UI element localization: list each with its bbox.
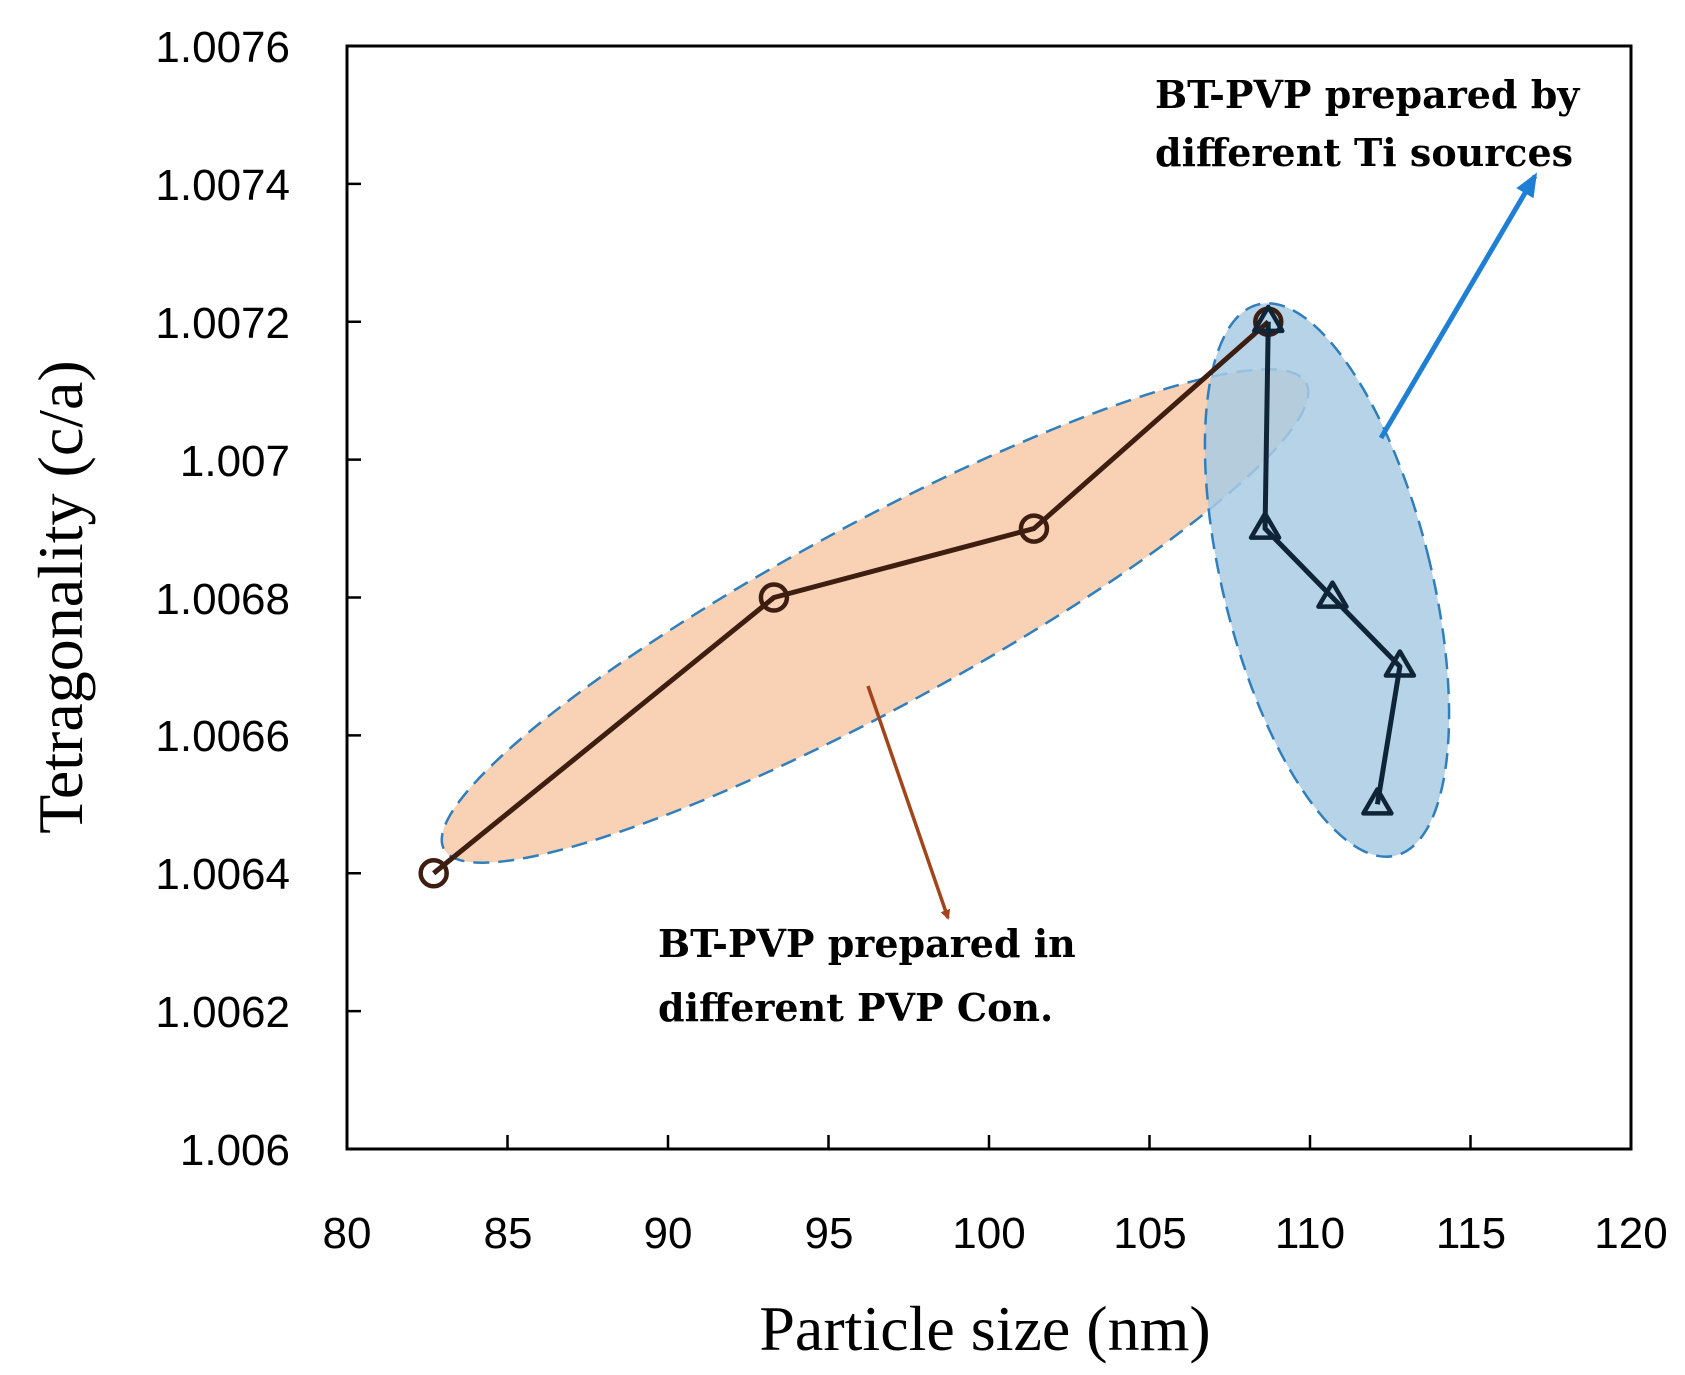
y-tick-label: 1.0068 [155,575,290,624]
y-tick-labels: 1.006 1.0062 1.0064 1.0066 1.0068 1.007 … [155,23,290,1175]
x-ticks [345,1135,1633,1149]
x-tick-label: 85 [484,1209,533,1258]
y-tick-label: 1.0064 [155,850,290,899]
series-1-line [432,319,1270,876]
y-tick-label: 1.007 [180,437,290,486]
series-1-point [758,582,790,613]
x-tick-label: 110 [1275,1209,1345,1258]
series-2-point [1252,304,1285,334]
y-ticks [347,44,361,1151]
x-axis-title: Particle size (nm) [759,1293,1210,1364]
y-tick-label: 1.0072 [155,299,290,348]
x-tick-label: 120 [1594,1209,1667,1258]
x-tick-label: 80 [323,1209,372,1258]
y-tick-label: 1.006 [180,1126,290,1175]
pvp-annotation-arrow [866,685,951,920]
series-2-point [1383,649,1417,678]
series-2-point [1361,787,1394,816]
y-tick-label: 1.0062 [155,988,290,1037]
x-tick-labels: 80 85 90 95 100 105 110 115 120 [323,1209,1668,1258]
x-tick-label: 115 [1436,1209,1506,1258]
x-tick-label: 90 [644,1209,693,1258]
pvp-annotation-line-2: different PVP Con. [658,985,1053,1030]
ti-annotation-line-1: BT-PVP prepared by [1155,72,1580,117]
x-tick-label: 95 [805,1209,854,1258]
y-axis-title: Tetragonality (c/a) [25,360,96,834]
series-2-line [1262,321,1403,805]
y-tick-label: 1.0066 [155,712,290,761]
x-tick-label: 100 [952,1209,1025,1258]
series-1-point [418,858,449,889]
ti-group-ellipse [1203,302,1451,858]
series-2-point [1248,511,1282,540]
x-tick-label: 105 [1113,1209,1186,1258]
y-tick-label: 1.0074 [155,161,290,210]
series-layer [418,304,1417,889]
y-tick-label: 1.0076 [155,23,290,72]
series-1-point [1018,513,1050,544]
ti-annotation-arrow [1378,172,1538,440]
pvp-annotation-line-1: BT-PVP prepared in [658,921,1076,966]
series-2-point [1316,580,1349,609]
ti-annotation-line-2: different Ti sources [1155,130,1573,175]
